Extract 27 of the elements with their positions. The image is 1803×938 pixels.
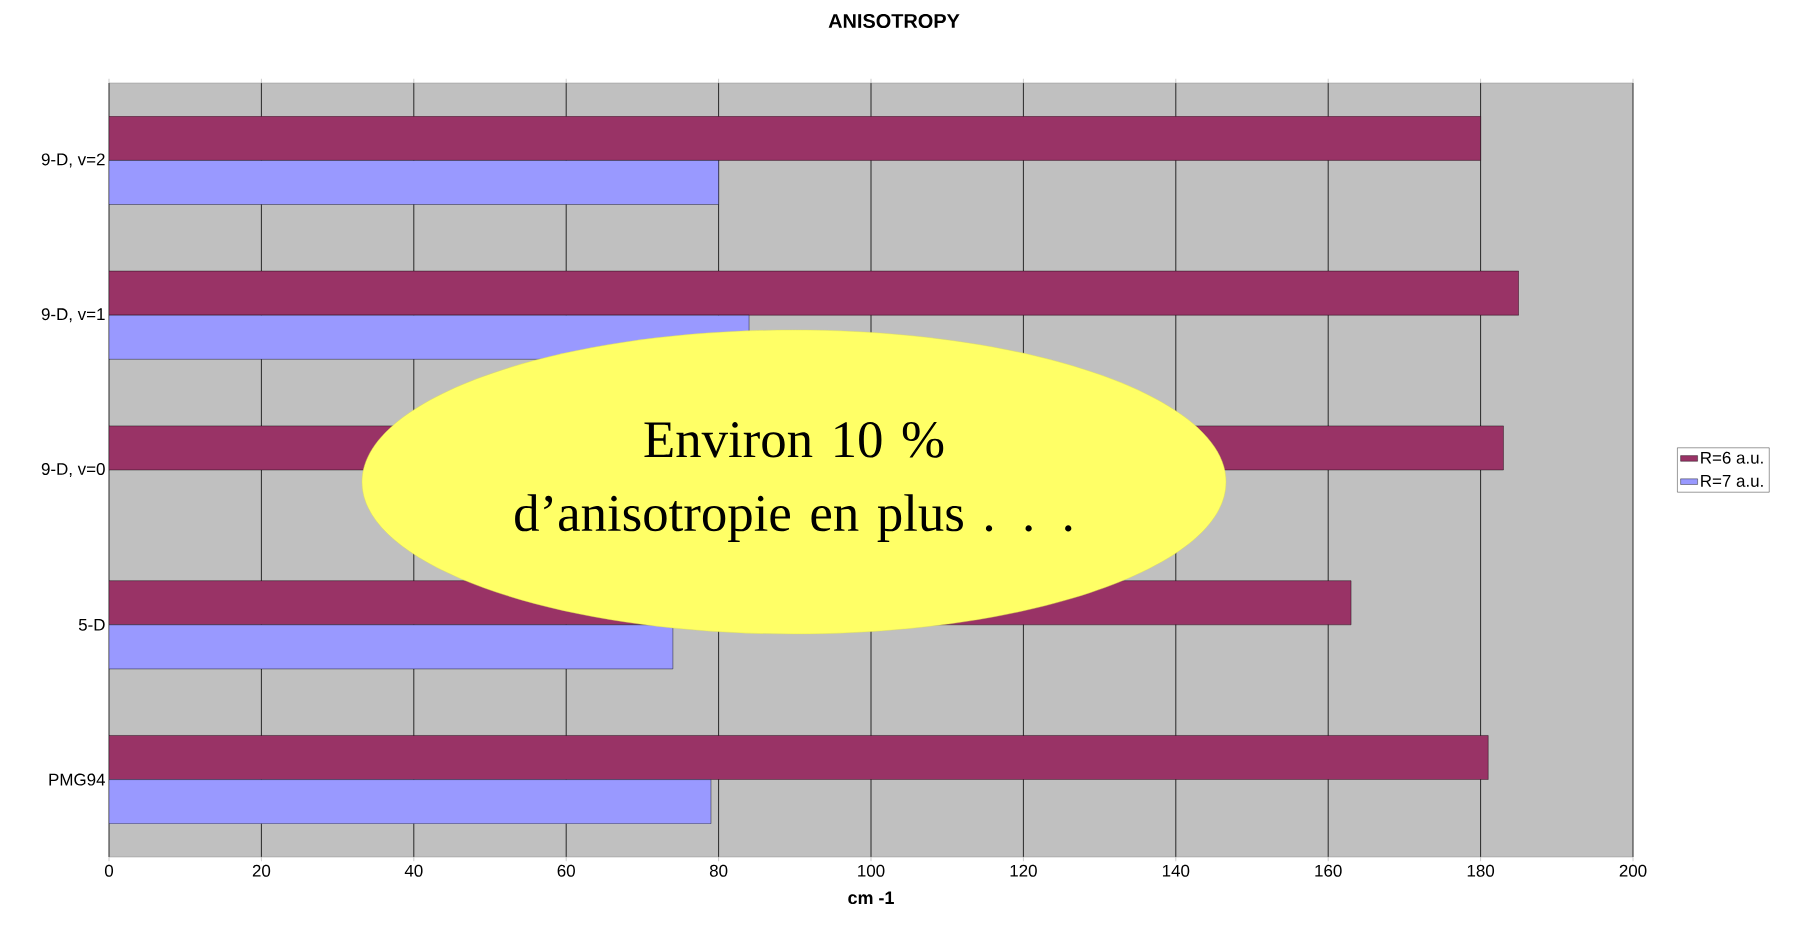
bar — [109, 779, 712, 824]
x-tick-label: 40 — [404, 864, 423, 877]
x-axis-title: cm -1 — [848, 891, 894, 905]
annotation: Environ 10 % d’anisotropie en plus . . . — [515, 421, 1072, 543]
x-tick-label: 200 — [1619, 864, 1647, 877]
x-tick-label: 120 — [1010, 864, 1037, 877]
x-tick-label: 20 — [252, 864, 271, 877]
x-tick-label: 160 — [1315, 864, 1342, 877]
x-tick-label: 100 — [858, 864, 885, 877]
y-tick-label: 9-D, v=1 — [41, 308, 105, 323]
x-tick-label: 180 — [1467, 864, 1495, 877]
chart-title: ANISOTROPY — [828, 13, 960, 29]
bar — [109, 624, 674, 670]
bar — [109, 270, 1519, 316]
bar — [109, 735, 1489, 780]
x-tick-label: 0 — [104, 864, 114, 877]
x-tick-label: 140 — [1162, 864, 1190, 877]
bar — [109, 160, 719, 205]
y-tick-label: 9-D, v=2 — [41, 153, 105, 168]
y-tick-label: 9-D, v=0 — [41, 463, 105, 477]
legend-label: R=7 a.u. — [1701, 475, 1763, 487]
y-tick-label: PMG94 — [49, 773, 105, 786]
bar — [109, 116, 1481, 161]
x-tick-label: 80 — [709, 864, 728, 877]
x-tick-label: 60 — [557, 864, 575, 877]
y-tick-label: 5-D — [78, 618, 105, 631]
legend-label: R=6 a.u. — [1701, 451, 1763, 464]
